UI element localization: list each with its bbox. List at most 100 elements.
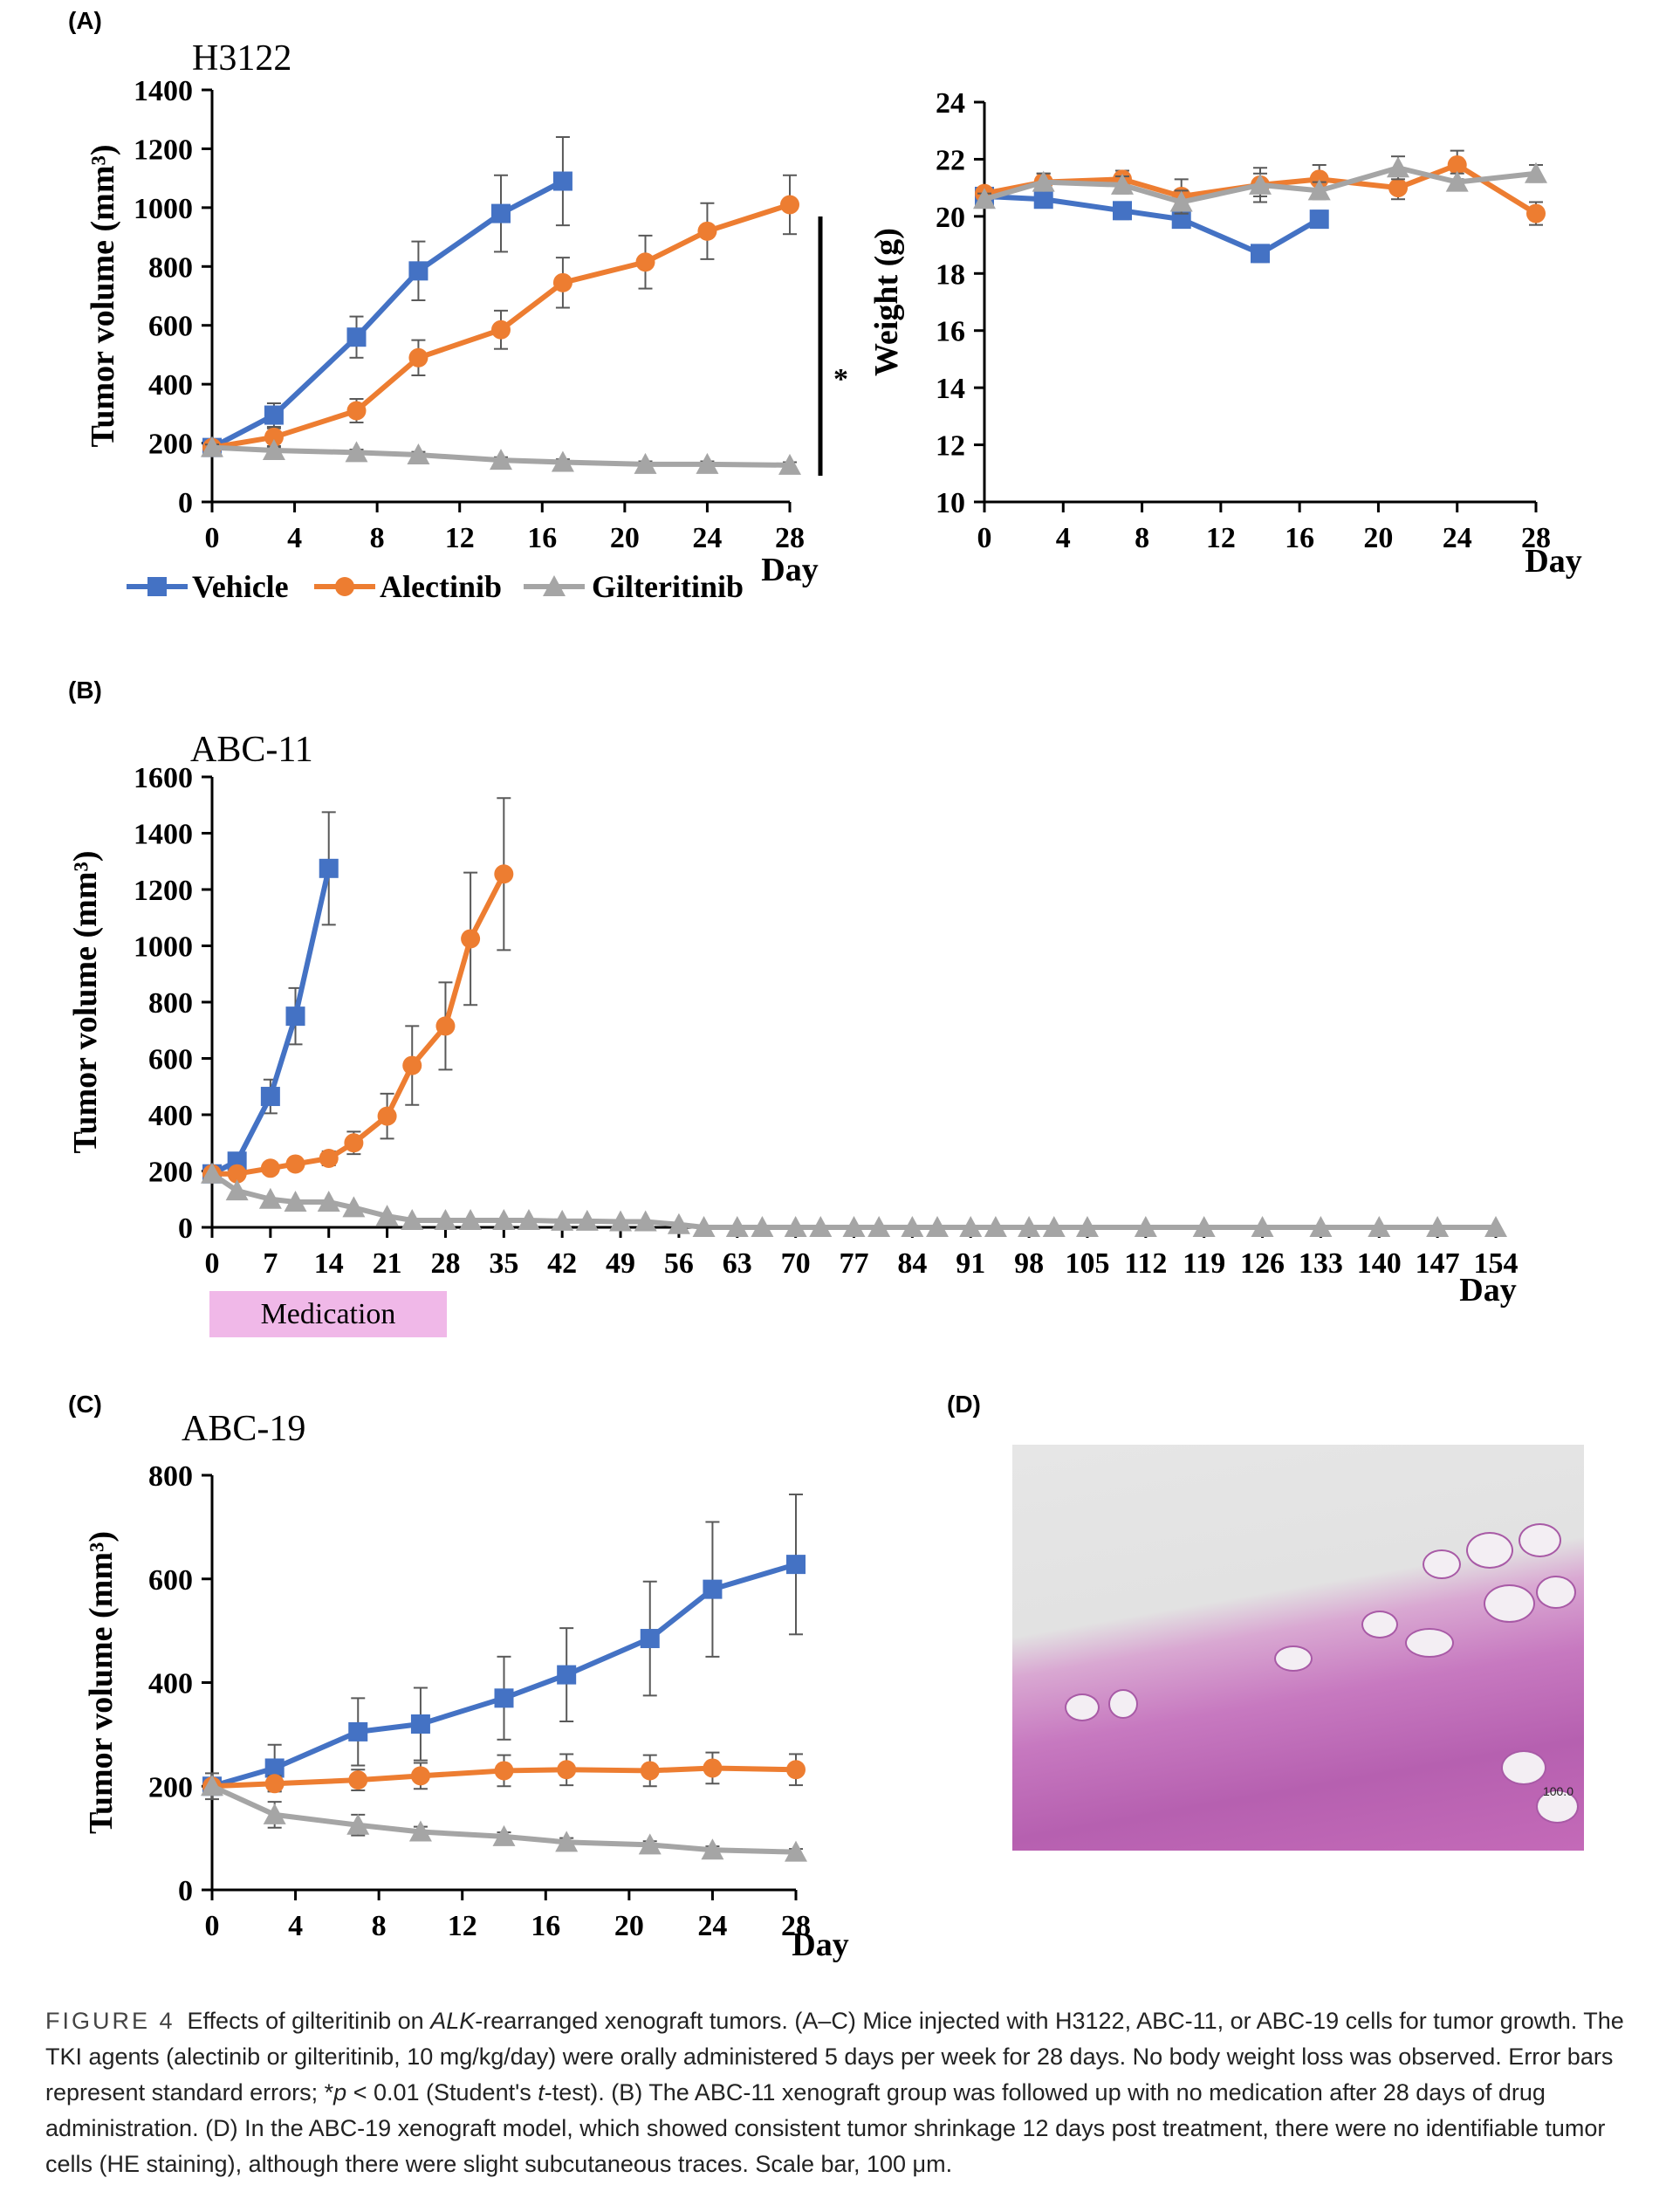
circle-marker [780,195,799,215]
triangle-marker [407,443,430,465]
triangle-marker [609,1210,633,1232]
triangle-marker [973,188,996,210]
circle-marker [410,1766,430,1786]
x-tick-label: 0 [977,522,992,554]
circle-marker [635,252,655,272]
panel-label-c: (C) [68,1391,102,1418]
x-tick-label: 0 [205,1247,220,1280]
x-tick-label: 28 [1521,522,1551,554]
fat-cell [1108,1689,1138,1719]
y-tick-label: 1000 [134,931,193,964]
circle-marker [491,319,511,340]
scale-bar-label: 100.0 [1542,1784,1573,1798]
circle-marker [260,1158,280,1178]
y-tick-label: 14 [936,373,965,405]
y-tick-label: 0 [178,487,193,519]
square-marker [285,1006,305,1027]
chart-title: ABC-19 [182,1409,305,1449]
triangle-marker [984,1216,1007,1237]
triangle-marker [492,1824,516,1846]
triangle-marker [692,1216,716,1237]
circle-marker [319,1148,339,1168]
square-marker [260,1087,280,1107]
triangle-marker [785,1840,807,1862]
figure-caption: FIGURE 4 Effects of gilteritinib on ALK-r… [45,2003,1625,2182]
circle-marker [402,1055,422,1075]
x-tick-label: 14 [314,1247,344,1280]
caption-text: t [538,2079,545,2106]
x-tick-label: 4 [288,1910,303,1942]
y-axis-title: Tumor volume (mm³) [85,144,121,447]
fat-cell [1519,1523,1561,1557]
x-tick-label: 91 [956,1247,985,1280]
y-tick-label: 800 [148,1460,193,1493]
y-tick-label: 10 [936,487,965,519]
panel-label-a: (A) [68,7,102,34]
x-tick-label: 16 [1285,522,1314,554]
square-marker [408,261,428,281]
y-tick-label: 600 [148,1564,193,1597]
x-tick-label: 63 [723,1247,752,1280]
x-tick-label: 8 [1135,522,1149,554]
circle-marker [1447,155,1467,175]
x-tick-label: 147 [1416,1247,1460,1280]
x-tick-label: 16 [531,1910,560,1942]
square-marker [1251,244,1270,264]
triangle-marker [867,1216,891,1237]
circle-marker [557,1760,577,1780]
triangle-marker [1426,1216,1450,1237]
triangle-marker [901,1216,924,1237]
fat-cell [1274,1645,1313,1672]
triangle-marker [1309,1216,1333,1237]
circle-marker [640,1761,660,1781]
square-marker [640,1629,660,1649]
triangle-marker [1042,1216,1066,1237]
y-tick-label: 600 [148,1044,193,1076]
x-tick-label: 24 [697,1910,727,1942]
x-tick-label: 12 [448,1910,477,1942]
panel-label-d: (D) [947,1391,981,1418]
circle-marker [335,577,354,596]
triangle-marker [551,1209,574,1231]
caption-text: ALK [430,2008,476,2034]
square-marker [552,171,572,191]
square-marker [1033,189,1053,210]
fat-cell [1361,1611,1398,1638]
x-tick-label: 28 [775,522,805,554]
x-tick-label: 105 [1065,1247,1109,1280]
triangle-marker [1484,1216,1507,1237]
triangle-marker [1387,156,1409,178]
triangle-marker [751,1216,774,1237]
square-marker [264,405,284,425]
x-axis-title: Day [1525,543,1581,580]
triangle-marker [1032,170,1055,192]
fat-cell [1536,1790,1579,1824]
x-tick-label: 16 [527,522,557,554]
circle-marker [348,1770,368,1790]
fat-cell [1065,1693,1100,1721]
y-tick-label: 200 [148,1771,193,1803]
medication-period-bar: Medication [209,1291,447,1337]
he-staining-micrograph: 100.0 [1012,1445,1584,1851]
caption-figure-number: FIGURE 4 [45,2008,175,2034]
circle-marker [264,1774,285,1794]
circle-marker [494,1761,514,1781]
x-tick-label: 28 [430,1247,460,1280]
y-tick-label: 0 [178,1875,193,1907]
triangle-marker [201,1775,223,1796]
x-tick-label: 12 [445,522,475,554]
triangle-marker [1251,1216,1274,1237]
fat-cell [1405,1628,1454,1658]
legend-label-alectinib: Alectinib [380,569,502,604]
x-tick-label: 24 [692,522,722,554]
circle-marker [703,1758,723,1778]
x-tick-label: 7 [263,1247,278,1280]
y-tick-label: 800 [148,251,193,284]
triangle-marker [258,1187,282,1209]
y-axis-title: Tumor volume (mm³) [67,850,104,1153]
square-marker [1113,201,1132,221]
square-marker [494,1688,514,1708]
triangle-marker [401,1208,424,1230]
x-tick-label: 28 [781,1910,811,1942]
